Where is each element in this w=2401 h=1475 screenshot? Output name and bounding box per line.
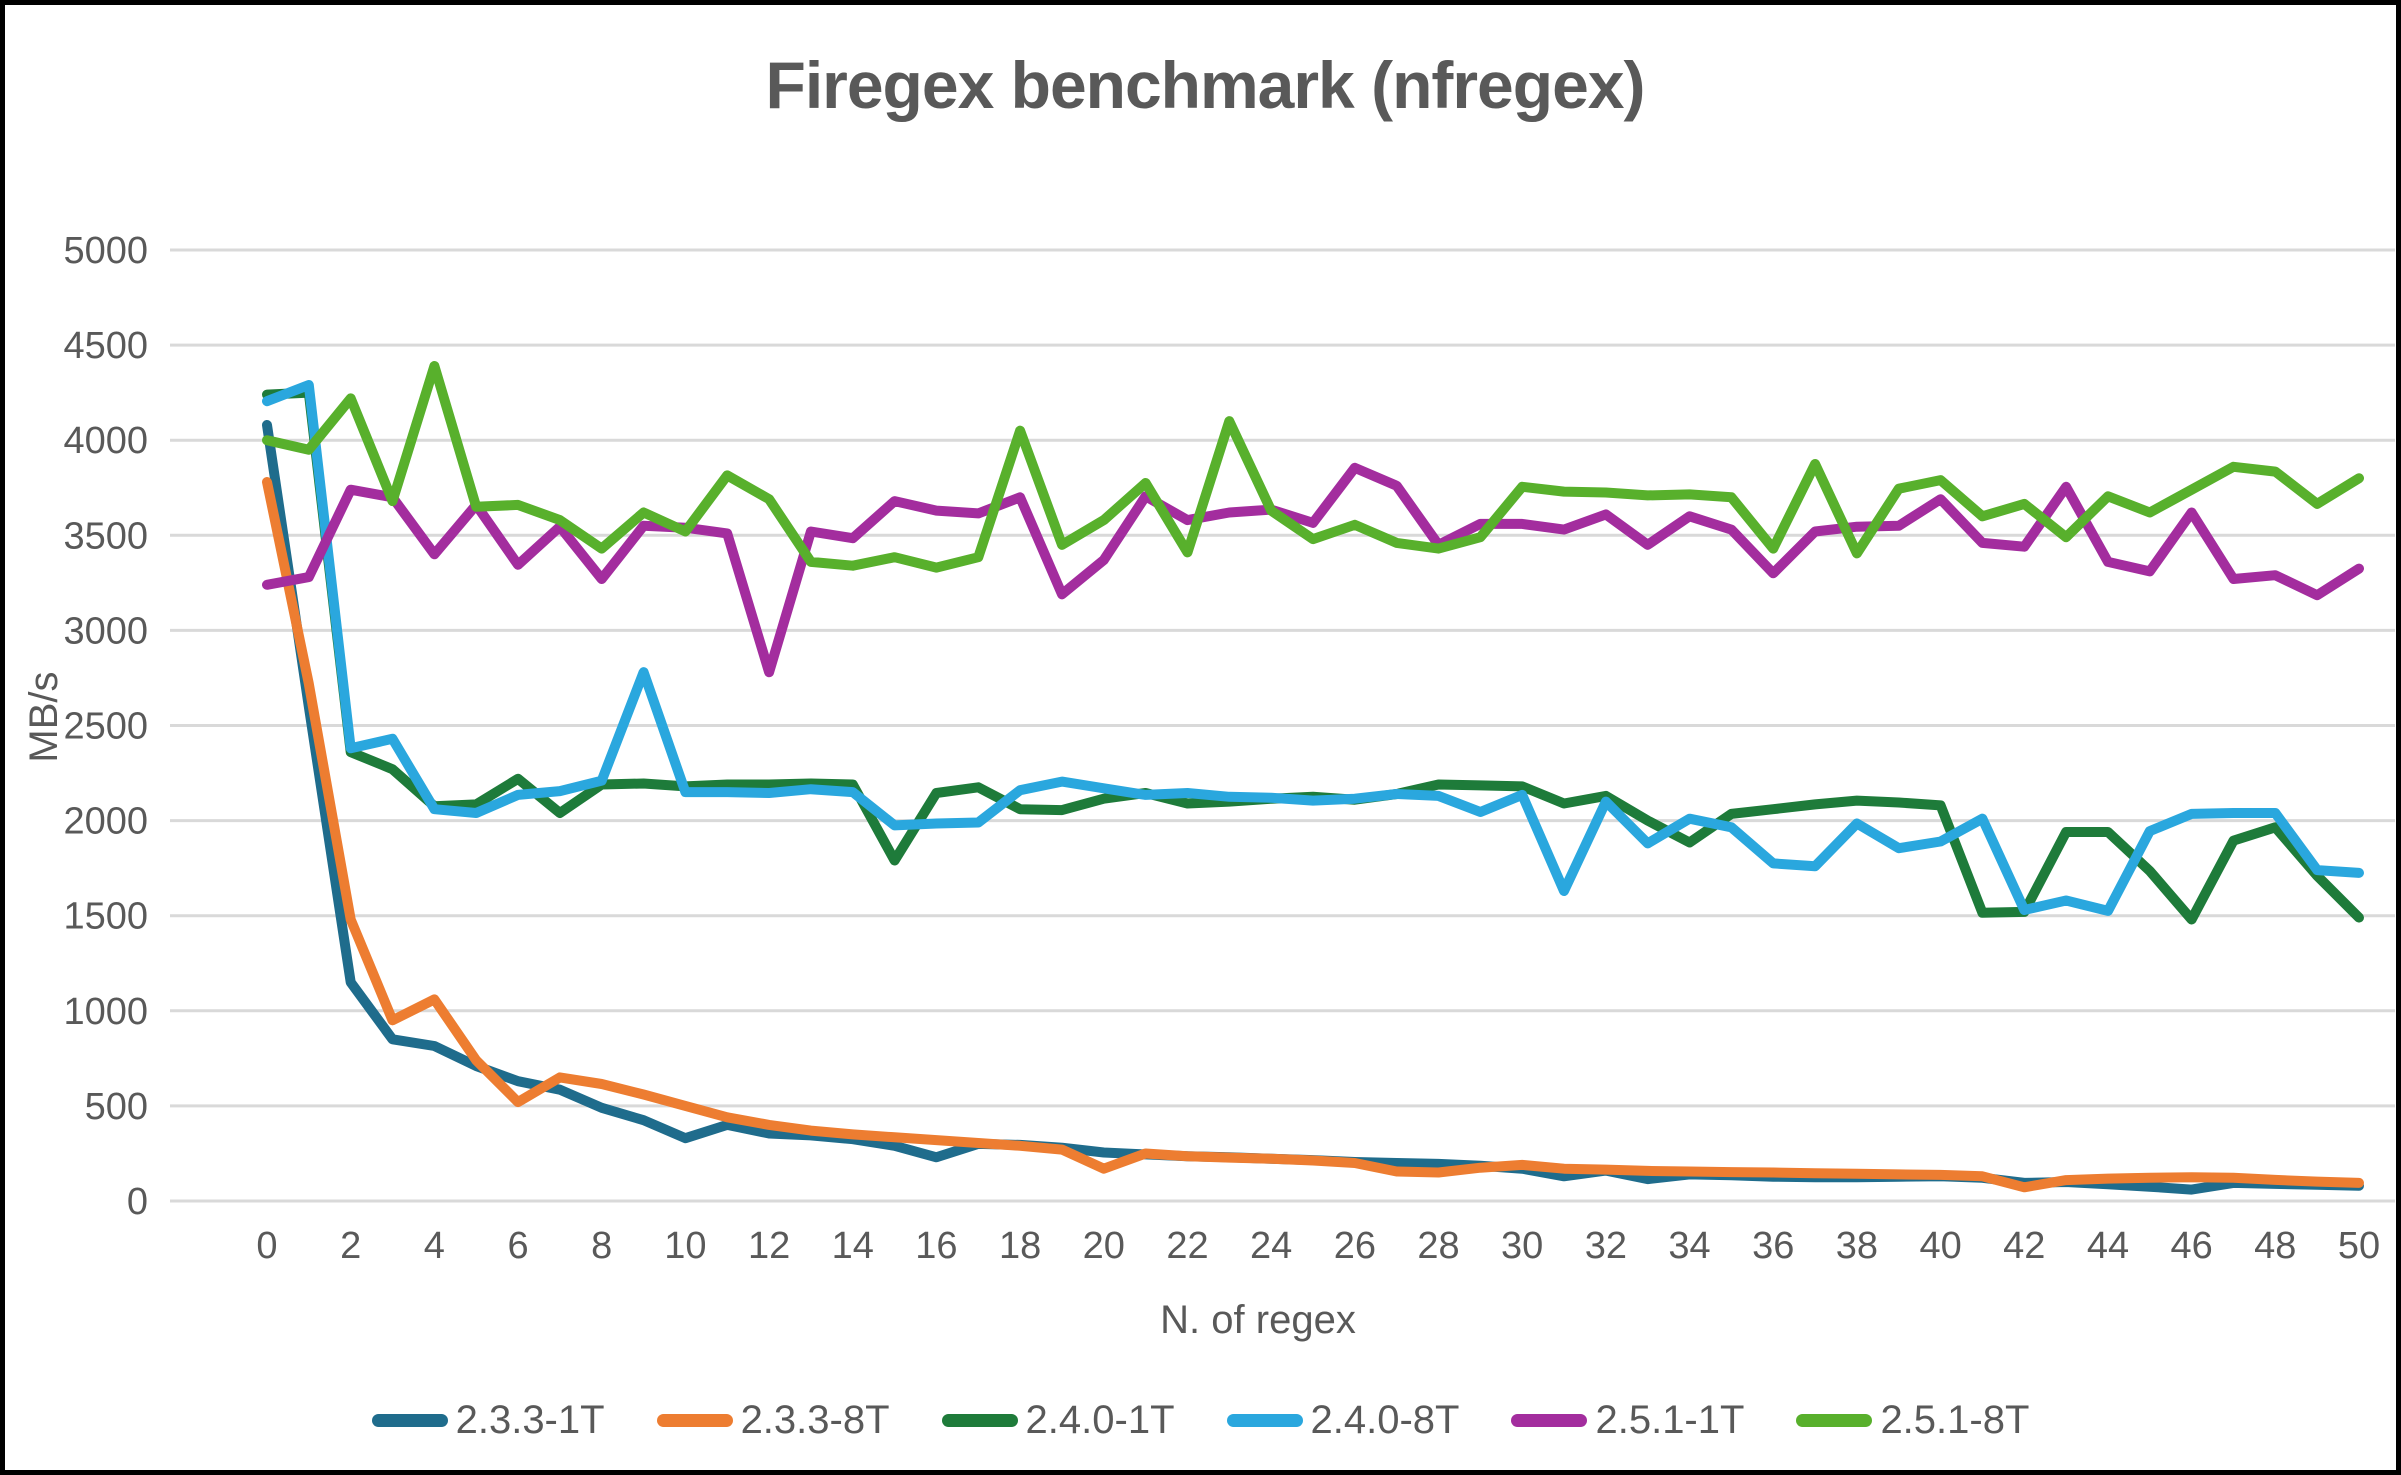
- legend-label: 2.4.0-1T: [1025, 1397, 1175, 1442]
- x-tick-label: 38: [1836, 1225, 1878, 1267]
- y-tick-label: 2000: [63, 801, 148, 843]
- x-tick-label: 20: [1083, 1225, 1125, 1267]
- x-tick-label: 22: [1166, 1225, 1208, 1267]
- x-axis-tick-labels: 0 2 4 6 8 10 12 14 16 18 20 22 24 26 28 30 32 34 36 38 40 42 4…: [256, 1225, 2380, 1267]
- x-tick-label: 2: [340, 1225, 361, 1267]
- y-tick-label: 0: [127, 1181, 148, 1223]
- y-tick-label: 4500: [63, 325, 148, 367]
- legend-label: 2.3.3-1T: [455, 1397, 605, 1442]
- legend-label: 2.5.1-1T: [1595, 1397, 1745, 1442]
- x-tick-label: 0: [256, 1225, 277, 1267]
- legend-item-2.4.0-1T: 2.4.0-1T: [941, 1397, 1175, 1443]
- legend-swatch-icon: [1511, 1413, 1588, 1427]
- x-tick-label: 36: [1752, 1225, 1794, 1267]
- x-tick-label: 44: [2087, 1225, 2129, 1267]
- legend-swatch-icon: [656, 1413, 733, 1427]
- x-tick-label: 32: [1585, 1225, 1627, 1267]
- x-tick-label: 50: [2338, 1225, 2380, 1267]
- x-tick-label: 42: [2003, 1225, 2045, 1267]
- legend-swatch-icon: [371, 1413, 448, 1427]
- chart-title: Firegex benchmark (nfregex): [766, 48, 1645, 122]
- legend-item-2.5.1-8T: 2.5.1-8T: [1796, 1397, 2029, 1443]
- x-tick-label: 24: [1250, 1225, 1292, 1267]
- legend-swatch-icon: [1796, 1413, 1873, 1427]
- x-tick-label: 18: [999, 1225, 1041, 1267]
- y-tick-label: 4000: [63, 420, 148, 462]
- legend-item-2.3.3-1T: 2.3.3-1T: [371, 1397, 605, 1443]
- x-tick-label: 4: [424, 1225, 445, 1267]
- y-tick-label: 1500: [63, 896, 148, 938]
- x-axis-title: N. of regex: [1160, 1298, 1356, 1342]
- x-tick-label: 8: [591, 1225, 612, 1267]
- x-tick-label: 12: [748, 1225, 790, 1267]
- x-tick-label: 26: [1334, 1225, 1376, 1267]
- series-line-2.5.1-1T: [262, 462, 2364, 678]
- x-tick-label: 40: [1919, 1225, 1961, 1267]
- y-tick-label: 2500: [63, 706, 148, 748]
- y-tick-label: 3000: [63, 610, 148, 652]
- legend-swatch-icon: [941, 1413, 1018, 1427]
- legend: 2.3.3-1T 2.3.3-8T 2.4.0-1T 2.4.0-8T 2.5.1-1T…: [5, 1397, 2396, 1443]
- legend-item-2.3.3-8T: 2.3.3-8T: [656, 1397, 890, 1443]
- y-axis-title: MB/s: [22, 671, 66, 762]
- y-tick-label: 3500: [63, 515, 148, 557]
- x-tick-label: 46: [2170, 1225, 2212, 1267]
- series-line-2.4.0-1T: [262, 387, 2364, 925]
- legend-item-2.4.0-8T: 2.4.0-8T: [1226, 1397, 1460, 1443]
- gridlines: [170, 248, 2395, 1203]
- series-lines: [262, 361, 2364, 1195]
- legend-item-2.5.1-1T: 2.5.1-1T: [1511, 1397, 1744, 1443]
- x-tick-label: 10: [664, 1225, 706, 1267]
- x-tick-label: 30: [1501, 1225, 1543, 1267]
- x-tick-label: 14: [832, 1225, 874, 1267]
- y-tick-label: 5000: [63, 230, 148, 272]
- x-tick-label: 48: [2254, 1225, 2296, 1267]
- y-tick-label: 500: [85, 1086, 148, 1128]
- x-tick-label: 6: [507, 1225, 528, 1267]
- series-line-2.5.1-8T: [262, 361, 2364, 573]
- y-tick-label: 1000: [63, 991, 148, 1033]
- series-line-2.4.0-8T: [262, 380, 2364, 916]
- x-tick-label: 16: [915, 1225, 957, 1267]
- benchmark-line-chart: 0500100015002000250030003500400045005000…: [22, 48, 2395, 1342]
- series-line-2.3.3-8T: [262, 477, 2364, 1193]
- legend-label: 2.4.0-8T: [1310, 1397, 1460, 1442]
- x-tick-label: 28: [1417, 1225, 1459, 1267]
- legend-label: 2.3.3-8T: [740, 1397, 890, 1442]
- y-axis-tick-labels: 0 500 1000 1500 2000 2500 3000 3500 4000 4500 5000: [63, 230, 148, 1223]
- legend-swatch-icon: [1226, 1413, 1303, 1427]
- x-tick-label: 34: [1668, 1225, 1710, 1267]
- legend-label: 2.5.1-8T: [1880, 1397, 2030, 1442]
